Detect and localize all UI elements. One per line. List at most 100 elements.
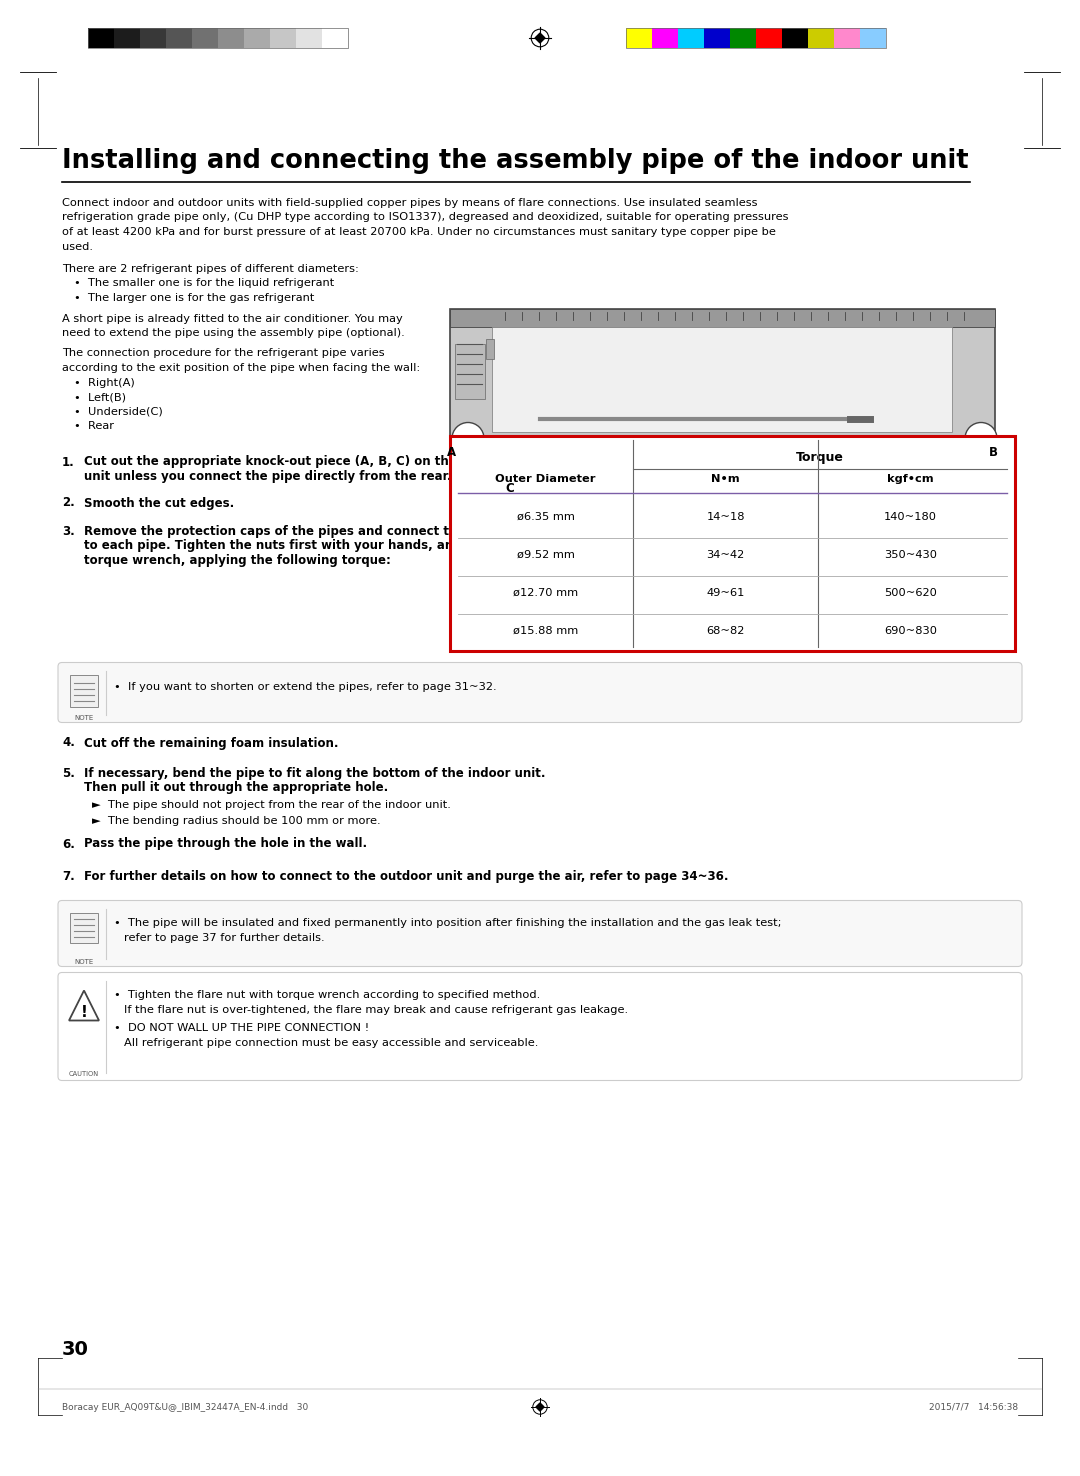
FancyBboxPatch shape <box>58 900 1022 967</box>
Text: 7.: 7. <box>62 869 75 883</box>
Text: ø15.88 mm: ø15.88 mm <box>513 626 578 636</box>
Text: For further details on how to connect to the outdoor unit and purge the air, ref: For further details on how to connect to… <box>84 869 729 883</box>
Text: Torque: Torque <box>796 452 843 465</box>
Text: Remove the protection caps of the pipes and connect the assembly pipe: Remove the protection caps of the pipes … <box>84 525 565 537</box>
Text: unit unless you connect the pipe directly from the rear.: unit unless you connect the pipe directl… <box>84 469 451 483</box>
Text: of at least 4200 kPa and for burst pressure of at least 20700 kPa. Under no circ: of at least 4200 kPa and for burst press… <box>62 227 775 238</box>
Bar <box>678 28 704 49</box>
Text: If the flare nut is over-tightened, the flare may break and cause refrigerant ga: If the flare nut is over-tightened, the … <box>124 1005 629 1015</box>
Text: 500~620: 500~620 <box>885 587 937 598</box>
Text: •  The pipe will be insulated and fixed permanently into position after finishin: • The pipe will be insulated and fixed p… <box>114 918 782 928</box>
Text: 49~61: 49~61 <box>706 587 745 598</box>
Text: 6.: 6. <box>62 837 75 850</box>
Text: Cut out the appropriate knock-out piece (A, B, C) on the rear of the indoor: Cut out the appropriate knock-out piece … <box>84 456 579 468</box>
Bar <box>492 326 951 431</box>
Text: 2.: 2. <box>62 496 75 509</box>
Bar <box>626 28 652 49</box>
Text: •  Right(A): • Right(A) <box>75 378 135 388</box>
Text: Smooth the cut edges.: Smooth the cut edges. <box>84 496 234 509</box>
Text: to each pipe. Tighten the nuts first with your hands, and then with a: to each pipe. Tighten the nuts first wit… <box>84 540 541 552</box>
Text: Then pull it out through the appropriate hole.: Then pull it out through the appropriate… <box>84 781 388 794</box>
Text: Outer Diameter: Outer Diameter <box>496 474 596 484</box>
Polygon shape <box>535 32 545 43</box>
Bar <box>756 28 782 49</box>
Text: Installing and connecting the assembly pipe of the indoor unit: Installing and connecting the assembly p… <box>62 148 969 174</box>
Bar <box>860 28 886 49</box>
Circle shape <box>453 422 484 455</box>
Bar <box>808 28 834 49</box>
Text: 140~180: 140~180 <box>885 512 937 521</box>
Text: •  The smaller one is for the liquid refrigerant: • The smaller one is for the liquid refr… <box>75 279 334 288</box>
Bar <box>87 28 348 49</box>
Text: •  Left(B): • Left(B) <box>75 393 126 401</box>
Text: !: ! <box>81 1005 87 1020</box>
Circle shape <box>496 453 524 481</box>
Bar <box>70 675 98 707</box>
Text: The connection procedure for the refrigerant pipe varies: The connection procedure for the refrige… <box>62 348 384 359</box>
Bar <box>114 28 140 49</box>
Bar <box>450 308 995 326</box>
Text: •  DO NOT WALL UP THE PIPE CONNECTION !: • DO NOT WALL UP THE PIPE CONNECTION ! <box>114 1023 369 1033</box>
Text: refrigeration grade pipe only, (Cu DHP type according to ISO1337), degreased and: refrigeration grade pipe only, (Cu DHP t… <box>62 213 788 223</box>
Text: 690~830: 690~830 <box>885 626 937 636</box>
Polygon shape <box>536 1404 544 1411</box>
Text: 68~82: 68~82 <box>706 626 745 636</box>
Text: Boracay EUR_AQ09T&U@_IBIM_32447A_EN-4.indd   30: Boracay EUR_AQ09T&U@_IBIM_32447A_EN-4.in… <box>62 1404 308 1413</box>
Text: Cut off the remaining foam insulation.: Cut off the remaining foam insulation. <box>84 737 338 750</box>
Text: NOTE: NOTE <box>75 958 94 964</box>
Text: according to the exit position of the pipe when facing the wall:: according to the exit position of the pi… <box>62 363 420 373</box>
Bar <box>296 28 322 49</box>
Bar <box>322 28 348 49</box>
Text: ►  The bending radius should be 100 mm or more.: ► The bending radius should be 100 mm or… <box>92 816 380 825</box>
Text: •  Rear: • Rear <box>75 421 114 431</box>
Text: 3.: 3. <box>62 525 75 537</box>
Bar <box>192 28 218 49</box>
Bar <box>730 28 756 49</box>
Text: •  Underside(C): • Underside(C) <box>75 406 163 416</box>
Bar <box>626 28 886 49</box>
Text: 34~42: 34~42 <box>706 549 744 559</box>
Text: A short pipe is already fitted to the air conditioner. You may: A short pipe is already fitted to the ai… <box>62 313 403 323</box>
Text: •  If you want to shorten or extend the pipes, refer to page 31~32.: • If you want to shorten or extend the p… <box>114 682 497 692</box>
Text: 4.: 4. <box>62 737 75 750</box>
Text: ø12.70 mm: ø12.70 mm <box>513 587 578 598</box>
FancyBboxPatch shape <box>58 973 1022 1080</box>
Text: C: C <box>505 481 514 494</box>
Bar <box>455 344 485 399</box>
Text: need to extend the pipe using the assembly pipe (optional).: need to extend the pipe using the assemb… <box>62 328 405 338</box>
Text: Connect indoor and outdoor units with field-supplied copper pipes by means of fl: Connect indoor and outdoor units with fi… <box>62 198 757 208</box>
Text: ►  The pipe should not project from the rear of the indoor unit.: ► The pipe should not project from the r… <box>92 800 450 809</box>
Text: •  Tighten the flare nut with torque wrench according to specified method.: • Tighten the flare nut with torque wren… <box>114 990 540 1001</box>
Text: refer to page 37 for further details.: refer to page 37 for further details. <box>124 933 325 943</box>
Text: ø6.35 mm: ø6.35 mm <box>516 512 575 521</box>
Text: 350~430: 350~430 <box>885 549 937 559</box>
Text: 14~18: 14~18 <box>706 512 745 521</box>
Bar <box>704 28 730 49</box>
Text: Pass the pipe through the hole in the wall.: Pass the pipe through the hole in the wa… <box>84 837 367 850</box>
Text: If necessary, bend the pipe to fit along the bottom of the indoor unit.: If necessary, bend the pipe to fit along… <box>84 768 545 779</box>
Text: There are 2 refrigerant pipes of different diameters:: There are 2 refrigerant pipes of differe… <box>62 264 359 275</box>
Text: 1.: 1. <box>62 456 75 468</box>
Text: ø9.52 mm: ø9.52 mm <box>516 549 575 559</box>
Text: All refrigerant pipe connection must be easy accessible and serviceable.: All refrigerant pipe connection must be … <box>124 1038 538 1048</box>
Bar <box>218 28 244 49</box>
Text: 5.: 5. <box>62 768 75 779</box>
Text: kgf•cm: kgf•cm <box>887 474 934 484</box>
Bar <box>652 28 678 49</box>
Text: 2015/7/7   14:56:38: 2015/7/7 14:56:38 <box>929 1404 1018 1413</box>
Text: CAUTION: CAUTION <box>69 1070 99 1076</box>
Bar <box>270 28 296 49</box>
FancyBboxPatch shape <box>450 435 1015 651</box>
Bar <box>486 338 494 359</box>
Bar <box>70 912 98 943</box>
Text: N•m: N•m <box>712 474 740 484</box>
FancyBboxPatch shape <box>58 663 1022 722</box>
Bar <box>782 28 808 49</box>
Text: A: A <box>447 446 456 459</box>
Bar <box>450 308 995 453</box>
Text: B: B <box>989 446 998 459</box>
Bar <box>166 28 192 49</box>
Text: 30: 30 <box>62 1340 89 1359</box>
Text: NOTE: NOTE <box>75 714 94 720</box>
Text: torque wrench, applying the following torque:: torque wrench, applying the following to… <box>84 554 391 567</box>
